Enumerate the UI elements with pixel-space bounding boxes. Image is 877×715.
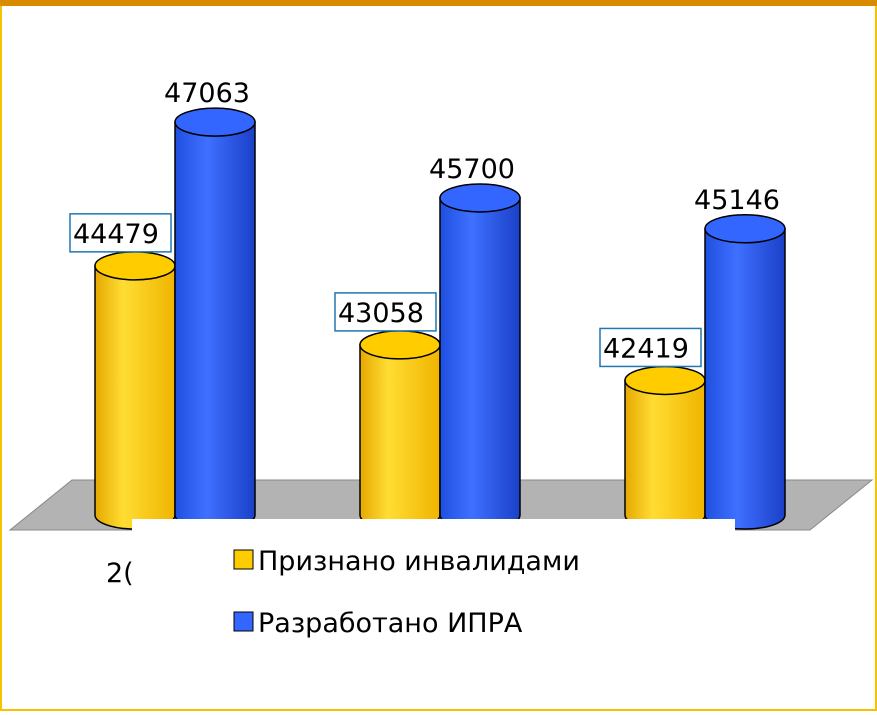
plot <box>94 107 786 530</box>
value-label: 42419 <box>603 333 689 364</box>
legend-swatch <box>233 549 254 570</box>
legend-label: Разработано ИПРА <box>258 608 523 639</box>
legend-items: Признано инвалидами Разработано ИПРА <box>233 546 580 639</box>
value-label: 45700 <box>429 154 515 185</box>
cylinder-body <box>359 344 441 530</box>
value-label: 47063 <box>164 78 250 109</box>
bar <box>704 214 786 530</box>
cylinder-body <box>439 197 521 530</box>
cylinder-body <box>624 379 706 530</box>
x-tick-label: 2( <box>106 558 134 589</box>
cylinder-top <box>439 183 521 213</box>
cylinder-top <box>94 251 176 281</box>
bar <box>174 107 256 530</box>
bar <box>624 365 706 530</box>
value-label: 43058 <box>338 298 424 329</box>
value-label: 45146 <box>694 185 780 216</box>
cylinder-top <box>704 214 786 244</box>
value-label-box <box>599 327 702 368</box>
bar <box>439 183 521 530</box>
cylinder-top <box>359 330 441 360</box>
cylinder-top <box>174 107 256 137</box>
value-label-box <box>334 292 437 332</box>
value-label-box <box>69 213 172 253</box>
cylinder-body <box>94 265 176 530</box>
legend-swatch <box>233 611 254 632</box>
cylinder-top <box>624 365 706 396</box>
bar <box>359 330 441 530</box>
value-label: 44479 <box>73 219 159 250</box>
bar <box>94 251 176 530</box>
legend-label: Признано инвалидами <box>258 546 580 577</box>
cylinder-body <box>704 228 786 530</box>
top-bar <box>0 0 877 6</box>
cylinder-body <box>174 121 256 530</box>
legend <box>132 519 735 669</box>
